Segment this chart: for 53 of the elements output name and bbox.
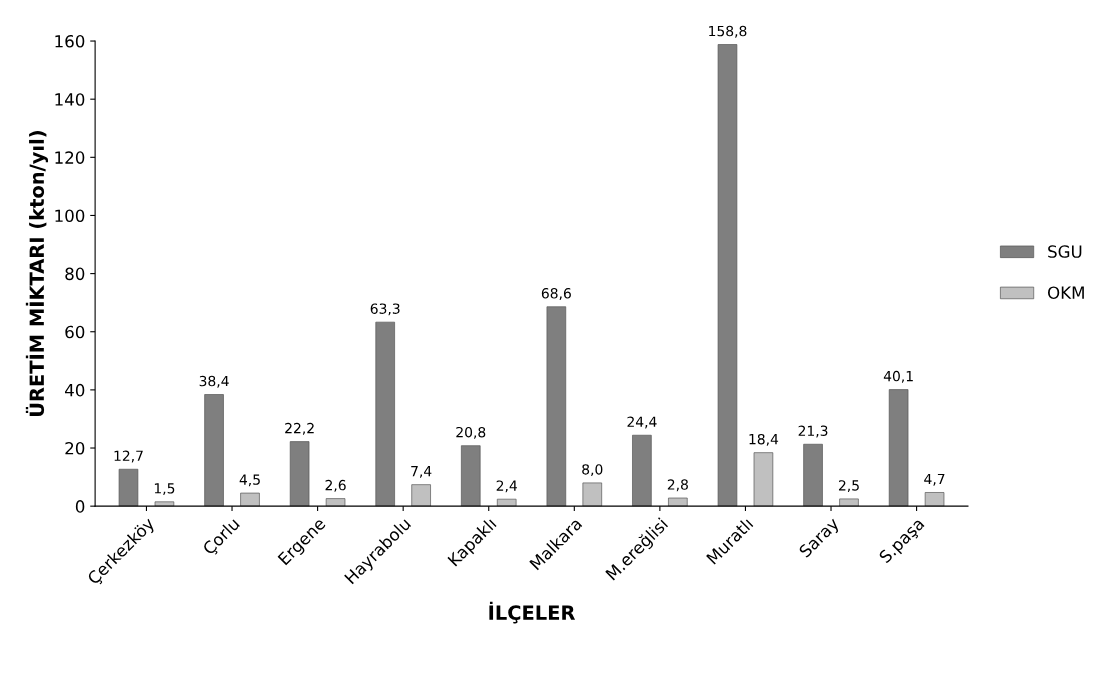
data-label: 68,6 bbox=[541, 287, 571, 300]
bar bbox=[632, 434, 652, 507]
y-axis-title: ÜRETİM MİKTARI (kton/yıl) bbox=[25, 131, 49, 417]
data-label: 20,8 bbox=[456, 426, 486, 439]
y-tick-label: 140 bbox=[55, 93, 85, 106]
bar bbox=[375, 321, 395, 507]
bar bbox=[839, 498, 859, 507]
y-tick-label: 0 bbox=[75, 500, 85, 513]
bar bbox=[924, 492, 945, 507]
y-tick-label: 80 bbox=[65, 267, 85, 281]
data-label: 63,3 bbox=[370, 303, 400, 316]
y-tick-label: 120 bbox=[55, 151, 85, 164]
y-tick-label: 60 bbox=[65, 325, 85, 339]
bar bbox=[118, 468, 139, 507]
data-label: 24,4 bbox=[627, 416, 657, 429]
bar bbox=[888, 389, 909, 507]
legend-label: OKM bbox=[1047, 286, 1084, 299]
data-label: 38,4 bbox=[199, 375, 229, 388]
data-label: 4,7 bbox=[924, 473, 945, 486]
y-tick-label: 40 bbox=[65, 383, 85, 397]
bar bbox=[325, 498, 346, 507]
data-label: 40,1 bbox=[883, 370, 913, 383]
bar bbox=[753, 452, 774, 507]
y-tick-label: 160 bbox=[55, 35, 85, 48]
bar bbox=[461, 445, 481, 507]
data-label: 21,3 bbox=[798, 425, 828, 438]
data-label: 18,4 bbox=[749, 433, 779, 446]
data-label: 8,0 bbox=[582, 464, 603, 477]
data-label: 22,2 bbox=[285, 422, 314, 435]
bar bbox=[803, 443, 823, 507]
y-tick-label: 100 bbox=[55, 209, 85, 223]
bar bbox=[717, 44, 738, 507]
x-axis-title: İLÇELER bbox=[489, 601, 576, 624]
data-label: 2,4 bbox=[496, 480, 517, 493]
data-label: 2,5 bbox=[838, 480, 859, 493]
bar bbox=[411, 484, 431, 507]
data-label: 4,5 bbox=[239, 474, 260, 487]
bar bbox=[668, 497, 688, 507]
data-label: 7,4 bbox=[411, 466, 432, 478]
data-label: 2,8 bbox=[667, 479, 688, 492]
data-label: 1,5 bbox=[154, 483, 175, 495]
bar bbox=[204, 394, 224, 507]
bar bbox=[582, 482, 603, 507]
bar bbox=[546, 306, 567, 507]
data-label: 12,7 bbox=[114, 450, 143, 463]
data-label: 158,8 bbox=[709, 25, 747, 38]
legend-label: SGU bbox=[1048, 245, 1082, 258]
bar bbox=[154, 501, 175, 507]
y-tick-label: 20 bbox=[65, 441, 85, 455]
data-label: 2,6 bbox=[325, 479, 346, 492]
bar bbox=[240, 492, 260, 507]
bar bbox=[496, 498, 517, 507]
bar bbox=[289, 441, 310, 507]
